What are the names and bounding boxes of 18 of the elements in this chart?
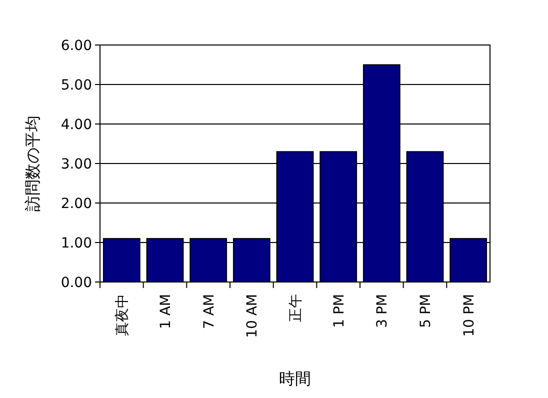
x-tick-label: 真夜中: [114, 294, 131, 336]
y-tick-label: 1.00: [60, 236, 92, 252]
x-tick-label: 7 AM: [201, 294, 218, 330]
y-tick-label: 3.00: [60, 156, 92, 172]
x-tick-label: 3 PM: [374, 294, 391, 328]
y-tick-label: 6.00: [60, 38, 92, 54]
y-axis-title: 訪問数の平均: [23, 116, 42, 212]
y-tick-label: 2.00: [60, 196, 92, 212]
y-tick-label: 5.00: [60, 78, 92, 94]
x-tick-label: 5 PM: [418, 294, 434, 328]
x-tick-label: 10 AM: [244, 294, 261, 338]
y-tick-label: 0.00: [60, 275, 92, 291]
x-tick-label: 1 AM: [158, 294, 174, 330]
x-tick-label: 正午: [288, 294, 304, 322]
y-tick-label: 4.00: [60, 117, 92, 133]
x-tick-label: 1 PM: [331, 294, 348, 328]
x-tick-label: 10 PM: [461, 294, 478, 337]
x-axis-title: 時間: [279, 369, 311, 388]
